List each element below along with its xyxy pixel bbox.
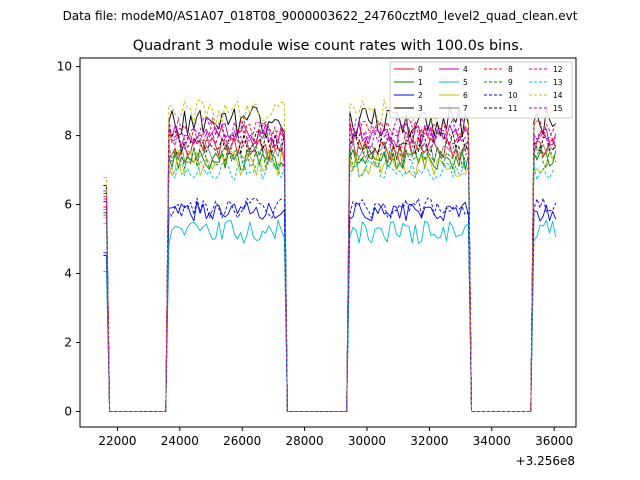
y-tick-label: 4 bbox=[64, 267, 72, 281]
legend-label-11: 11 bbox=[508, 104, 518, 113]
legend-label-4: 4 bbox=[463, 65, 468, 74]
legend-label-13: 13 bbox=[553, 78, 563, 87]
legend-label-9: 9 bbox=[508, 78, 513, 87]
legend-label-1: 1 bbox=[418, 78, 423, 87]
legend-label-14: 14 bbox=[553, 91, 563, 100]
legend-label-10: 10 bbox=[508, 91, 518, 100]
legend-label-15: 15 bbox=[553, 104, 563, 113]
legend-label-12: 12 bbox=[553, 65, 563, 74]
legend-label-0: 0 bbox=[418, 65, 423, 74]
legend-label-7: 7 bbox=[463, 104, 468, 113]
x-tick-label: 26000 bbox=[223, 434, 261, 448]
x-tick-label: 22000 bbox=[98, 434, 136, 448]
x-tick-label: 24000 bbox=[161, 434, 199, 448]
legend-label-8: 8 bbox=[508, 65, 513, 74]
suptitle: Data file: modeM0/AS1A07_018T08_90000036… bbox=[63, 9, 578, 23]
x-tick-label: 28000 bbox=[286, 434, 324, 448]
y-tick-label: 8 bbox=[64, 129, 72, 143]
legend-label-2: 2 bbox=[418, 91, 423, 100]
series-line-14 bbox=[103, 97, 557, 412]
legend-label-3: 3 bbox=[418, 104, 423, 113]
series-line-9 bbox=[103, 143, 557, 412]
legend-label-5: 5 bbox=[463, 78, 468, 87]
axes-layer: 22000 24000 26000 28000 30000 32000 34000 36000… bbox=[57, 60, 574, 448]
x-tick-label: 34000 bbox=[473, 434, 511, 448]
series-line-8 bbox=[103, 119, 557, 412]
plot-frame bbox=[79, 57, 577, 428]
x-offset-label: +3.256e8 bbox=[516, 454, 575, 468]
chart-title: Quadrant 3 module wise count rates with … bbox=[133, 38, 524, 54]
legend-frame bbox=[389, 61, 573, 119]
y-tick-label: 6 bbox=[64, 198, 72, 212]
legend-label-6: 6 bbox=[463, 91, 468, 100]
y-tick-label: 0 bbox=[64, 404, 72, 418]
x-tick-label: 30000 bbox=[348, 434, 386, 448]
y-tick-label: 2 bbox=[64, 336, 72, 350]
y-tick-label: 10 bbox=[57, 60, 72, 74]
x-tick-label: 32000 bbox=[410, 434, 448, 448]
series-layer bbox=[103, 97, 557, 412]
x-tick-label: 36000 bbox=[535, 434, 573, 448]
